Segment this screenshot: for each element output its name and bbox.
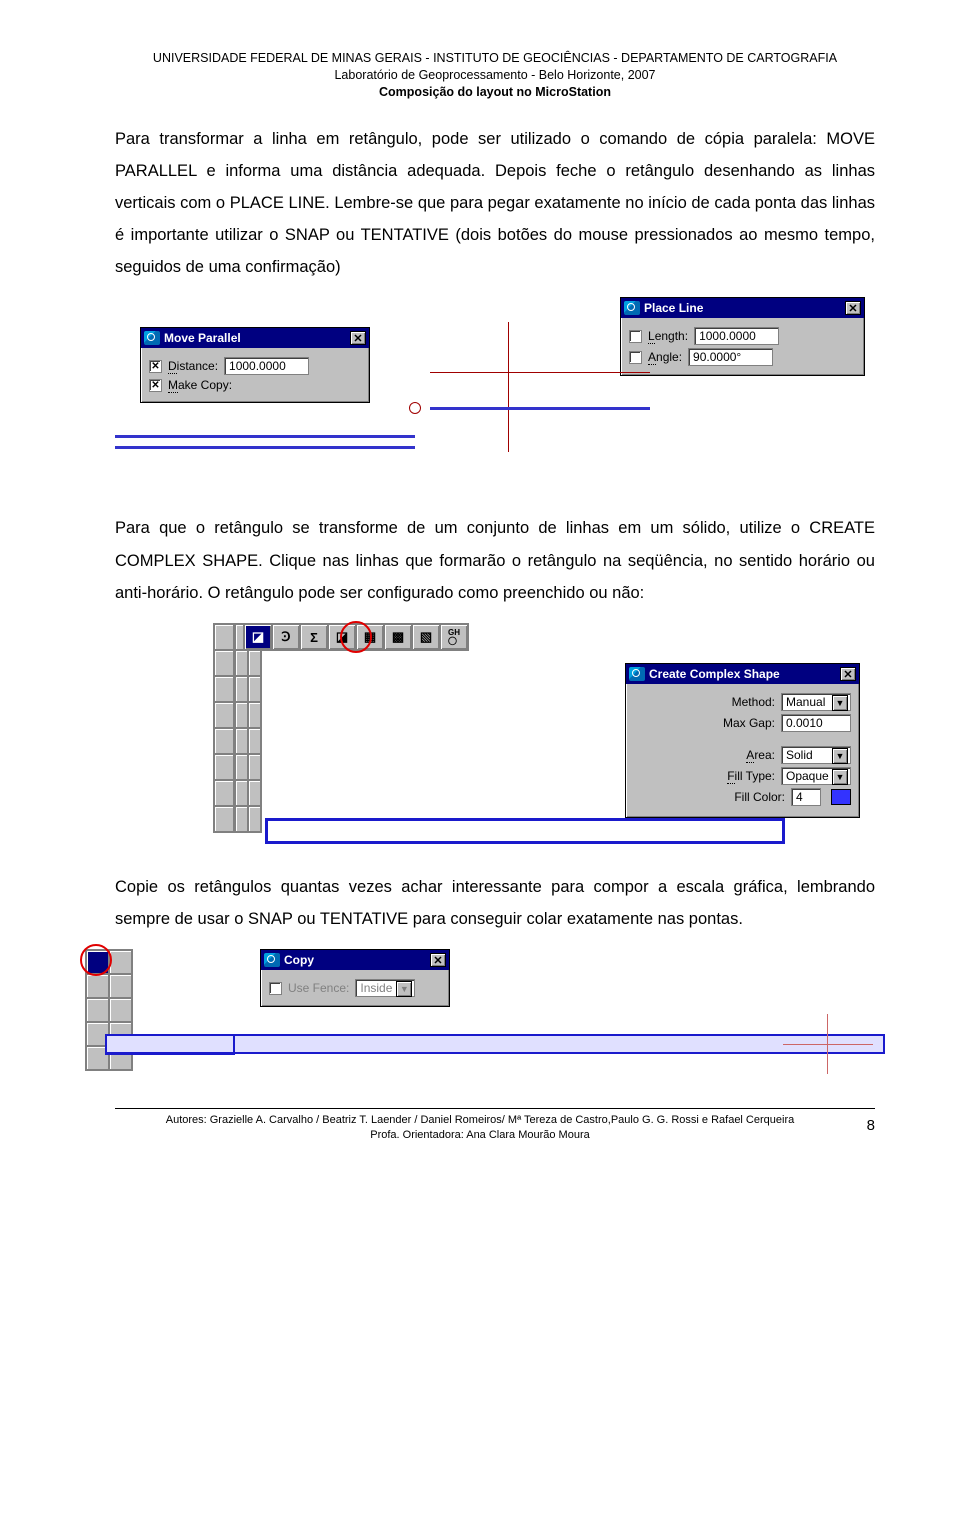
area-dropdown[interactable]: Solid bbox=[781, 746, 851, 764]
toolbar-button[interactable]: ◪ bbox=[244, 624, 272, 650]
area-label: Area: bbox=[711, 748, 775, 763]
make-copy-checkbox[interactable]: ✕ bbox=[149, 379, 162, 392]
close-icon[interactable]: ✕ bbox=[845, 301, 861, 315]
app-logo-icon bbox=[144, 331, 160, 345]
parallel-lines-graphic bbox=[115, 435, 415, 457]
distance-label: Distance: bbox=[168, 359, 218, 374]
highlight-circle-icon bbox=[340, 621, 372, 653]
close-icon[interactable]: ✕ bbox=[840, 667, 856, 681]
max-gap-input[interactable]: 0.0010 bbox=[781, 714, 851, 732]
app-logo-icon bbox=[629, 667, 645, 681]
move-parallel-dialog: Move Parallel ✕ ✕ Distance: 1000.0000 ✕ … bbox=[140, 327, 370, 403]
header-line-1: UNIVERSIDADE FEDERAL DE MINAS GERAIS - I… bbox=[115, 50, 875, 67]
fill-color-input[interactable]: 4 bbox=[791, 788, 821, 806]
paragraph-1: Para transformar a linha em retângulo, p… bbox=[115, 123, 875, 284]
use-fence-dropdown[interactable]: Inside bbox=[355, 979, 415, 997]
angle-label: Angle: bbox=[648, 350, 682, 365]
toolbar-button[interactable]: ▩ bbox=[384, 624, 412, 650]
fill-type-label: Fill Type: bbox=[711, 769, 775, 784]
fill-color-swatch[interactable] bbox=[831, 789, 851, 805]
distance-checkbox[interactable]: ✕ bbox=[149, 360, 162, 373]
copy-dialog: Copy ✕ Use Fence: Inside bbox=[260, 949, 450, 1007]
page-number: 8 bbox=[845, 1113, 875, 1143]
length-input[interactable]: 1000.0000 bbox=[694, 327, 779, 345]
page-header: UNIVERSIDADE FEDERAL DE MINAS GERAIS - I… bbox=[115, 50, 875, 101]
footer-advisor: Profa. Orientadora: Ana Clara Mourão Mou… bbox=[115, 1128, 845, 1143]
copy-title: Copy bbox=[284, 953, 314, 967]
distance-input[interactable]: 1000.0000 bbox=[224, 357, 309, 375]
method-dropdown[interactable]: Manual bbox=[781, 693, 851, 711]
max-gap-label: Max Gap: bbox=[711, 716, 775, 730]
header-line-3: Composição do layout no MicroStation bbox=[115, 84, 875, 101]
close-icon[interactable]: ✕ bbox=[430, 953, 446, 967]
place-line-title: Place Line bbox=[644, 301, 703, 315]
figure-move-parallel-place-line: Move Parallel ✕ ✕ Distance: 1000.0000 ✕ … bbox=[115, 297, 875, 472]
tool-palette[interactable] bbox=[213, 623, 423, 833]
method-label: Method: bbox=[711, 695, 775, 709]
use-fence-checkbox[interactable] bbox=[269, 982, 282, 995]
footer-authors: Autores: Grazielle A. Carvalho / Beatriz… bbox=[115, 1113, 845, 1128]
snap-circle-icon bbox=[409, 402, 421, 414]
crosshair-graphic bbox=[430, 322, 650, 452]
app-logo-icon bbox=[624, 301, 640, 315]
length-label: Length: bbox=[648, 329, 688, 344]
toolbar-button[interactable]: GH◯ bbox=[440, 624, 468, 650]
paragraph-3: Copie os retângulos quantas vezes achar … bbox=[115, 871, 875, 935]
fill-color-label: Fill Color: bbox=[721, 790, 785, 804]
fill-type-dropdown[interactable]: Opaque bbox=[781, 767, 851, 785]
ccs-title: Create Complex Shape bbox=[649, 667, 780, 681]
figure-create-complex-shape: ◪ Ꜿ Σ ◪ ▦ ▩ ▧ GH◯ Create Complex Shape ✕… bbox=[115, 623, 875, 853]
result-rectangle-graphic bbox=[265, 818, 785, 844]
use-fence-label: Use Fence: bbox=[288, 981, 349, 995]
angle-input[interactable]: 90.0000° bbox=[688, 348, 773, 366]
paragraph-2: Para que o retângulo se transforme de um… bbox=[115, 512, 875, 609]
toolbar-button[interactable]: ▧ bbox=[412, 624, 440, 650]
create-complex-shape-dialog: Create Complex Shape ✕ Method: Manual Ma… bbox=[625, 663, 860, 818]
page-footer: Autores: Grazielle A. Carvalho / Beatriz… bbox=[115, 1109, 875, 1143]
toolbar-button[interactable]: Ꜿ bbox=[272, 624, 300, 650]
close-icon[interactable]: ✕ bbox=[350, 331, 366, 345]
place-line-dialog: Place Line ✕ Length: 1000.0000 Angle: 90… bbox=[620, 297, 865, 376]
header-line-2: Laboratório de Geoprocessamento - Belo H… bbox=[115, 67, 875, 84]
scale-bar-graphic bbox=[105, 1034, 885, 1054]
toolbar-button[interactable]: Σ bbox=[300, 624, 328, 650]
move-parallel-title: Move Parallel bbox=[164, 331, 241, 345]
figure-copy: Copy ✕ Use Fence: Inside bbox=[115, 949, 875, 1074]
app-logo-icon bbox=[264, 953, 280, 967]
make-copy-label: Make Copy: bbox=[168, 378, 232, 393]
